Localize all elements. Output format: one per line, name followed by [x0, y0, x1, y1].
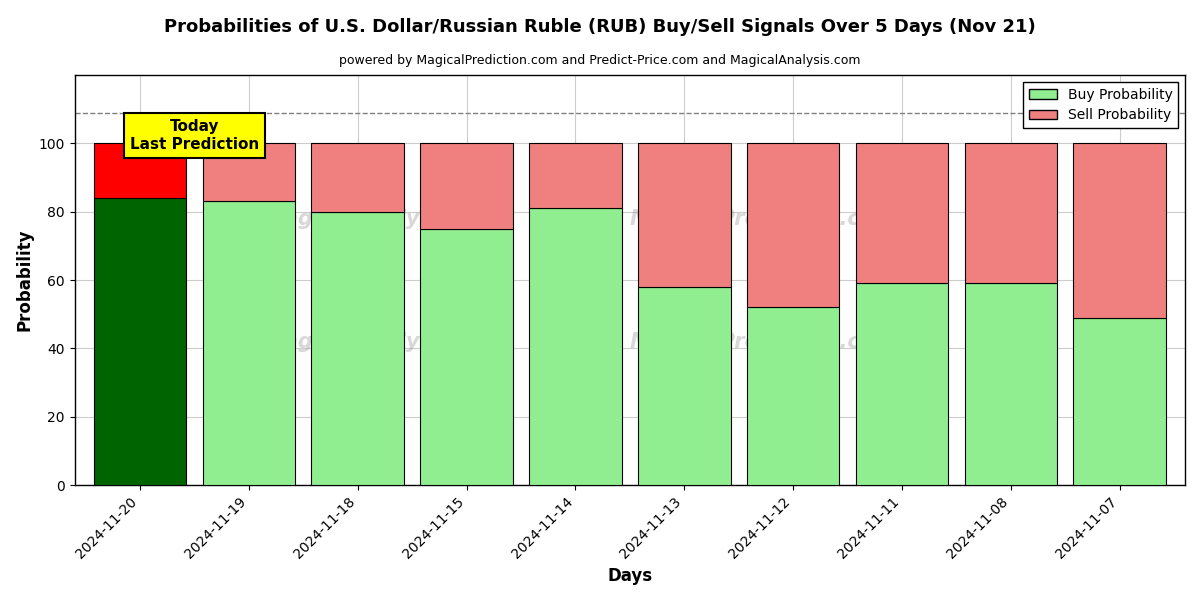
- Bar: [203, 202, 295, 485]
- Text: MagicalPrediction.com: MagicalPrediction.com: [630, 209, 896, 229]
- Text: Today
Last Prediction: Today Last Prediction: [130, 119, 259, 152]
- Bar: [312, 143, 404, 212]
- Bar: [856, 283, 948, 485]
- Legend: Buy Probability, Sell Probability: Buy Probability, Sell Probability: [1024, 82, 1178, 128]
- Text: MagicalAnalysis.com: MagicalAnalysis.com: [263, 209, 508, 229]
- Bar: [1074, 317, 1166, 485]
- Bar: [965, 143, 1057, 283]
- Bar: [529, 208, 622, 485]
- Bar: [638, 143, 731, 287]
- Bar: [420, 229, 512, 485]
- Text: powered by MagicalPrediction.com and Predict-Price.com and MagicalAnalysis.com: powered by MagicalPrediction.com and Pre…: [340, 54, 860, 67]
- Bar: [1074, 143, 1166, 317]
- Bar: [420, 143, 512, 229]
- Bar: [203, 143, 295, 202]
- Y-axis label: Probability: Probability: [16, 229, 34, 331]
- Bar: [965, 283, 1057, 485]
- Text: MagicalPrediction.com: MagicalPrediction.com: [630, 332, 896, 352]
- Text: MagicalAnalysis.com: MagicalAnalysis.com: [263, 332, 508, 352]
- Bar: [94, 143, 186, 198]
- X-axis label: Days: Days: [607, 567, 653, 585]
- Bar: [529, 143, 622, 208]
- Text: Probabilities of U.S. Dollar/Russian Ruble (RUB) Buy/Sell Signals Over 5 Days (N: Probabilities of U.S. Dollar/Russian Rub…: [164, 18, 1036, 36]
- Bar: [746, 143, 839, 307]
- Bar: [312, 212, 404, 485]
- Bar: [746, 307, 839, 485]
- Bar: [94, 198, 186, 485]
- Bar: [856, 143, 948, 283]
- Bar: [638, 287, 731, 485]
